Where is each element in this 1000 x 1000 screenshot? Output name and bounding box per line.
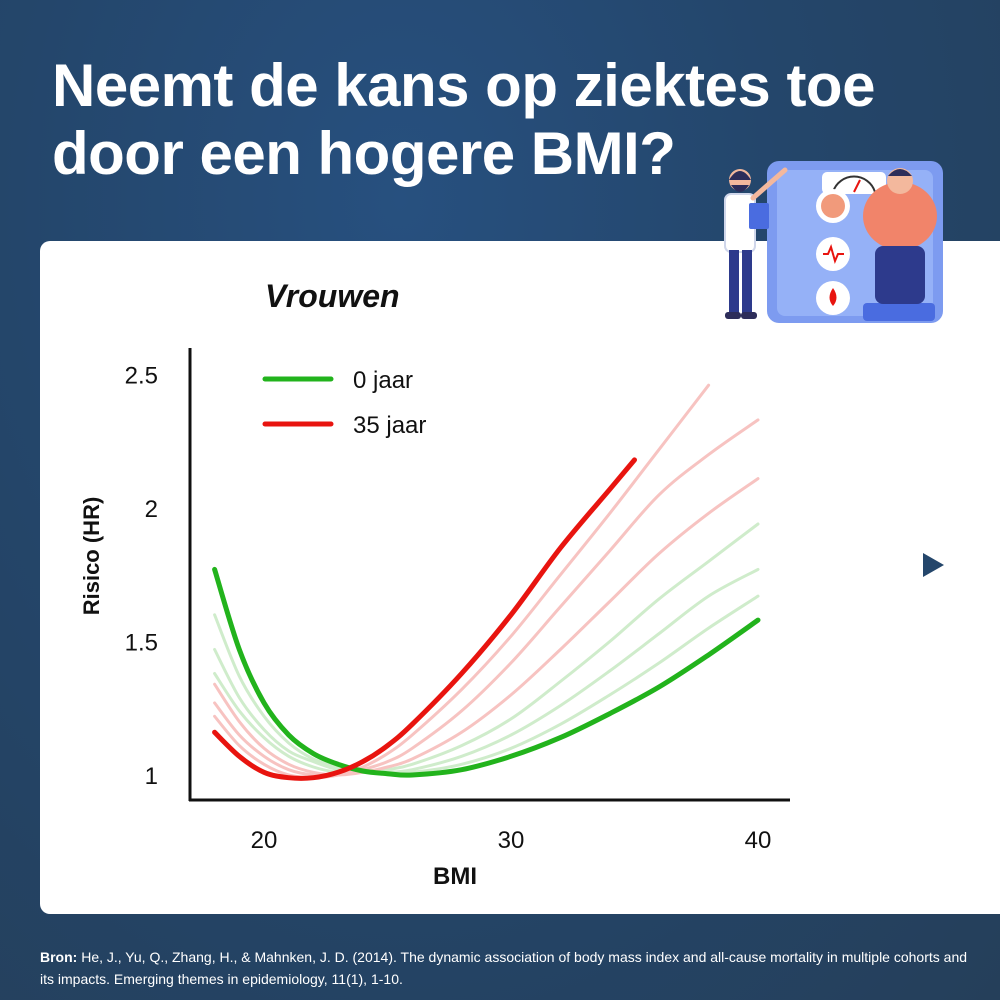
y-tick-label-2: 1.5 <box>125 630 158 657</box>
legend-label-2: 35 jaar <box>353 412 426 439</box>
y-tick-label-3: 2 <box>145 496 158 523</box>
intermediate-line-6 <box>213 383 711 780</box>
intermediate-line-4 <box>213 477 760 777</box>
x-tick-label-1: 20 <box>251 827 278 854</box>
legend-label-1: 0 jaar <box>353 367 413 394</box>
play-arrow-icon[interactable] <box>921 551 947 579</box>
y-tick-label-4: 2.5 <box>125 363 158 390</box>
intermediate-line-5 <box>213 418 760 778</box>
intermediate-line-2 <box>213 567 760 775</box>
chart-title: Vrouwen <box>265 278 400 314</box>
source-text: He, J., Yu, Q., Zhang, H., & Mahnken, J.… <box>40 949 968 987</box>
intermediate-line-3 <box>213 522 760 775</box>
source-label: Bron: <box>40 949 78 965</box>
x-axis-label: BMI <box>433 863 477 890</box>
y-tick-label-1: 1 <box>145 763 158 790</box>
series-line-1 <box>212 566 761 778</box>
page-title: Neemt de kans op ziektes toe door een ho… <box>52 52 952 188</box>
chart-card <box>40 241 1000 914</box>
title-line-1: Neemt de kans op ziektes toe <box>52 52 875 119</box>
doctor-scale-illustration-icon <box>724 161 943 323</box>
series-line-2 <box>212 457 637 781</box>
y-axis-label: Risico (HR) <box>79 497 104 616</box>
x-tick-label-2: 30 <box>498 827 525 854</box>
x-tick-label-3: 40 <box>745 827 772 854</box>
title-line-2: door een hogere BMI? <box>52 120 676 187</box>
source-citation: Bron: He, J., Yu, Q., Zhang, H., & Mahnk… <box>40 946 970 990</box>
